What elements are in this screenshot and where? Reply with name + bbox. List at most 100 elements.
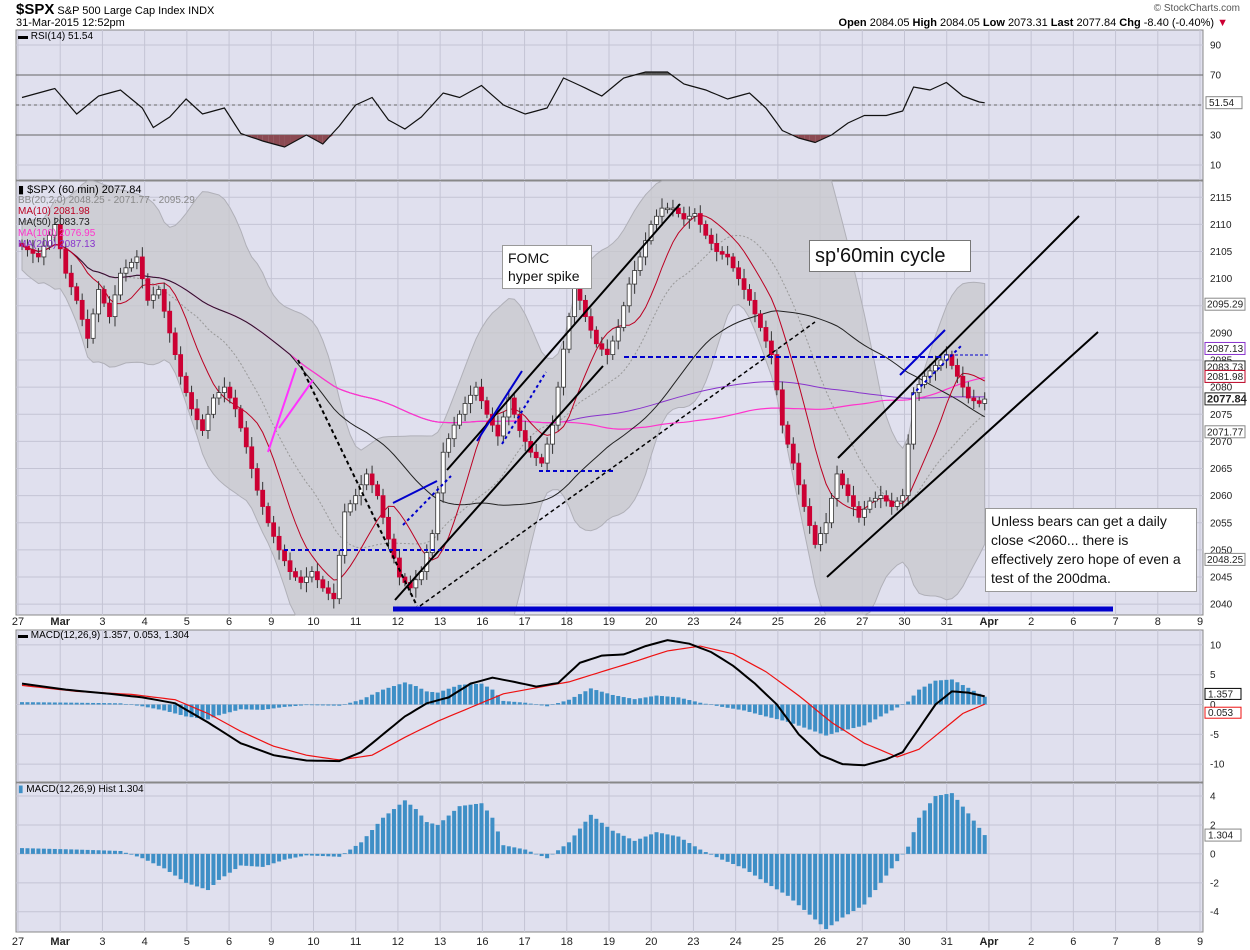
candle: [205, 413, 211, 431]
hist-bar: [840, 853, 845, 918]
candle: [544, 443, 550, 464]
macd-hist-bar: [906, 701, 911, 705]
macd-hist-bar: [134, 704, 139, 706]
last-value: 2077.84: [1076, 17, 1117, 29]
x-tick-label-bottom: 5: [184, 936, 190, 948]
x-tick-label-bottom: 26: [814, 936, 826, 948]
hist-legend: ▮ MACD(12,26,9) Hist 1.304: [18, 784, 144, 795]
hist-bar: [216, 853, 221, 880]
macd-hist-bar: [501, 700, 506, 705]
hist-bar: [156, 853, 161, 866]
macd-hist-bar: [41, 702, 46, 705]
candle: [851, 495, 856, 507]
candle: [123, 267, 129, 274]
candle: [293, 571, 298, 578]
candle: [112, 294, 118, 318]
price-tick-label: 2065: [1210, 464, 1233, 475]
hist-bar: [63, 849, 68, 854]
hist-bar: [227, 853, 232, 873]
candle: [708, 234, 714, 244]
rsi-last-label: 51.54: [1209, 98, 1234, 109]
candle: [610, 340, 616, 356]
macd-hist-bar: [457, 684, 462, 705]
price-value-label: 2083.73: [1207, 362, 1244, 373]
x-tick-label: 27: [12, 616, 24, 628]
candle: [954, 365, 960, 377]
candle: [118, 272, 123, 296]
hist-bar: [577, 828, 582, 854]
rsi-overbought-fill: [656, 72, 662, 75]
candle: [654, 215, 659, 225]
hist-bar: [463, 805, 468, 854]
candle: [517, 413, 523, 431]
hist-bar: [200, 853, 205, 889]
macd-hist-bar: [63, 702, 68, 705]
macd-hist-bar: [359, 699, 364, 705]
candle: [107, 302, 112, 318]
x-tick-label-bottom: 2: [1028, 936, 1034, 948]
candle: [336, 554, 342, 600]
candle: [440, 451, 446, 494]
macd-hist-bar: [676, 697, 681, 705]
hist-bar: [468, 804, 473, 854]
hist-bar: [791, 853, 796, 901]
candle: [178, 354, 184, 377]
x-tick-label-bottom: 12: [392, 936, 404, 948]
macd-tick-label: 10: [1210, 640, 1222, 651]
candle: [298, 576, 304, 583]
candle: [189, 392, 194, 410]
candle: [621, 305, 627, 328]
price-tick-label: 2090: [1210, 328, 1233, 339]
candle: [807, 506, 813, 526]
hist-bar: [112, 850, 117, 854]
candle: [965, 386, 971, 399]
macd-hist-bar: [216, 704, 221, 716]
x-tick-label-bottom: 24: [730, 936, 742, 948]
hist-bar: [632, 840, 637, 854]
candle: [796, 462, 802, 486]
hist-bar: [556, 850, 561, 854]
hist-bar: [173, 853, 178, 876]
hist-bar: [982, 835, 987, 854]
x-tick-label-bottom: 9: [1197, 936, 1203, 948]
hist-bar: [96, 850, 101, 854]
candle: [686, 215, 692, 220]
candle: [774, 354, 780, 391]
candle: [211, 397, 216, 415]
macd-hist-bar: [960, 685, 965, 705]
candle: [905, 443, 911, 497]
macd-hist-bar: [966, 687, 971, 705]
hist-bar: [873, 853, 878, 891]
hist-bar: [315, 853, 320, 856]
hist-bar: [80, 849, 85, 854]
candle: [265, 506, 271, 524]
macd-hist-bar: [375, 692, 380, 705]
price-tick-label: 2115: [1210, 193, 1232, 204]
x-tick-label-bottom: 4: [142, 936, 148, 948]
macd-hist-bar: [309, 704, 314, 706]
hist-bar: [162, 853, 167, 869]
candle: [593, 329, 599, 345]
macd-hist-bar: [621, 697, 626, 705]
rsi-tick-label: 90: [1210, 41, 1222, 52]
candle: [725, 253, 731, 258]
hist-bar: [681, 839, 686, 854]
hist-bar: [692, 846, 697, 854]
hist-tick-label: -4: [1210, 907, 1219, 918]
macd-hist-bar: [917, 689, 922, 705]
macd-hist-bar: [222, 704, 227, 714]
x-tick-label-bottom: 18: [561, 936, 573, 948]
chart-datetime: 31-Mar-2015 12:52pm: [16, 17, 125, 29]
hist-bar: [960, 806, 965, 854]
macd-hist-bar: [80, 702, 85, 705]
hist-bar: [419, 815, 424, 854]
hist-bar: [151, 853, 156, 864]
ma50-legend: MA(50) 2083.73: [18, 217, 90, 228]
hist-bar: [616, 833, 621, 854]
macd-hist-bar: [74, 702, 79, 705]
signal-last-label: 0.053: [1208, 708, 1233, 719]
candle: [626, 283, 632, 307]
hist-bar: [944, 794, 949, 854]
macd-hist-bar: [145, 704, 150, 708]
macd-hist-bar: [796, 704, 801, 726]
